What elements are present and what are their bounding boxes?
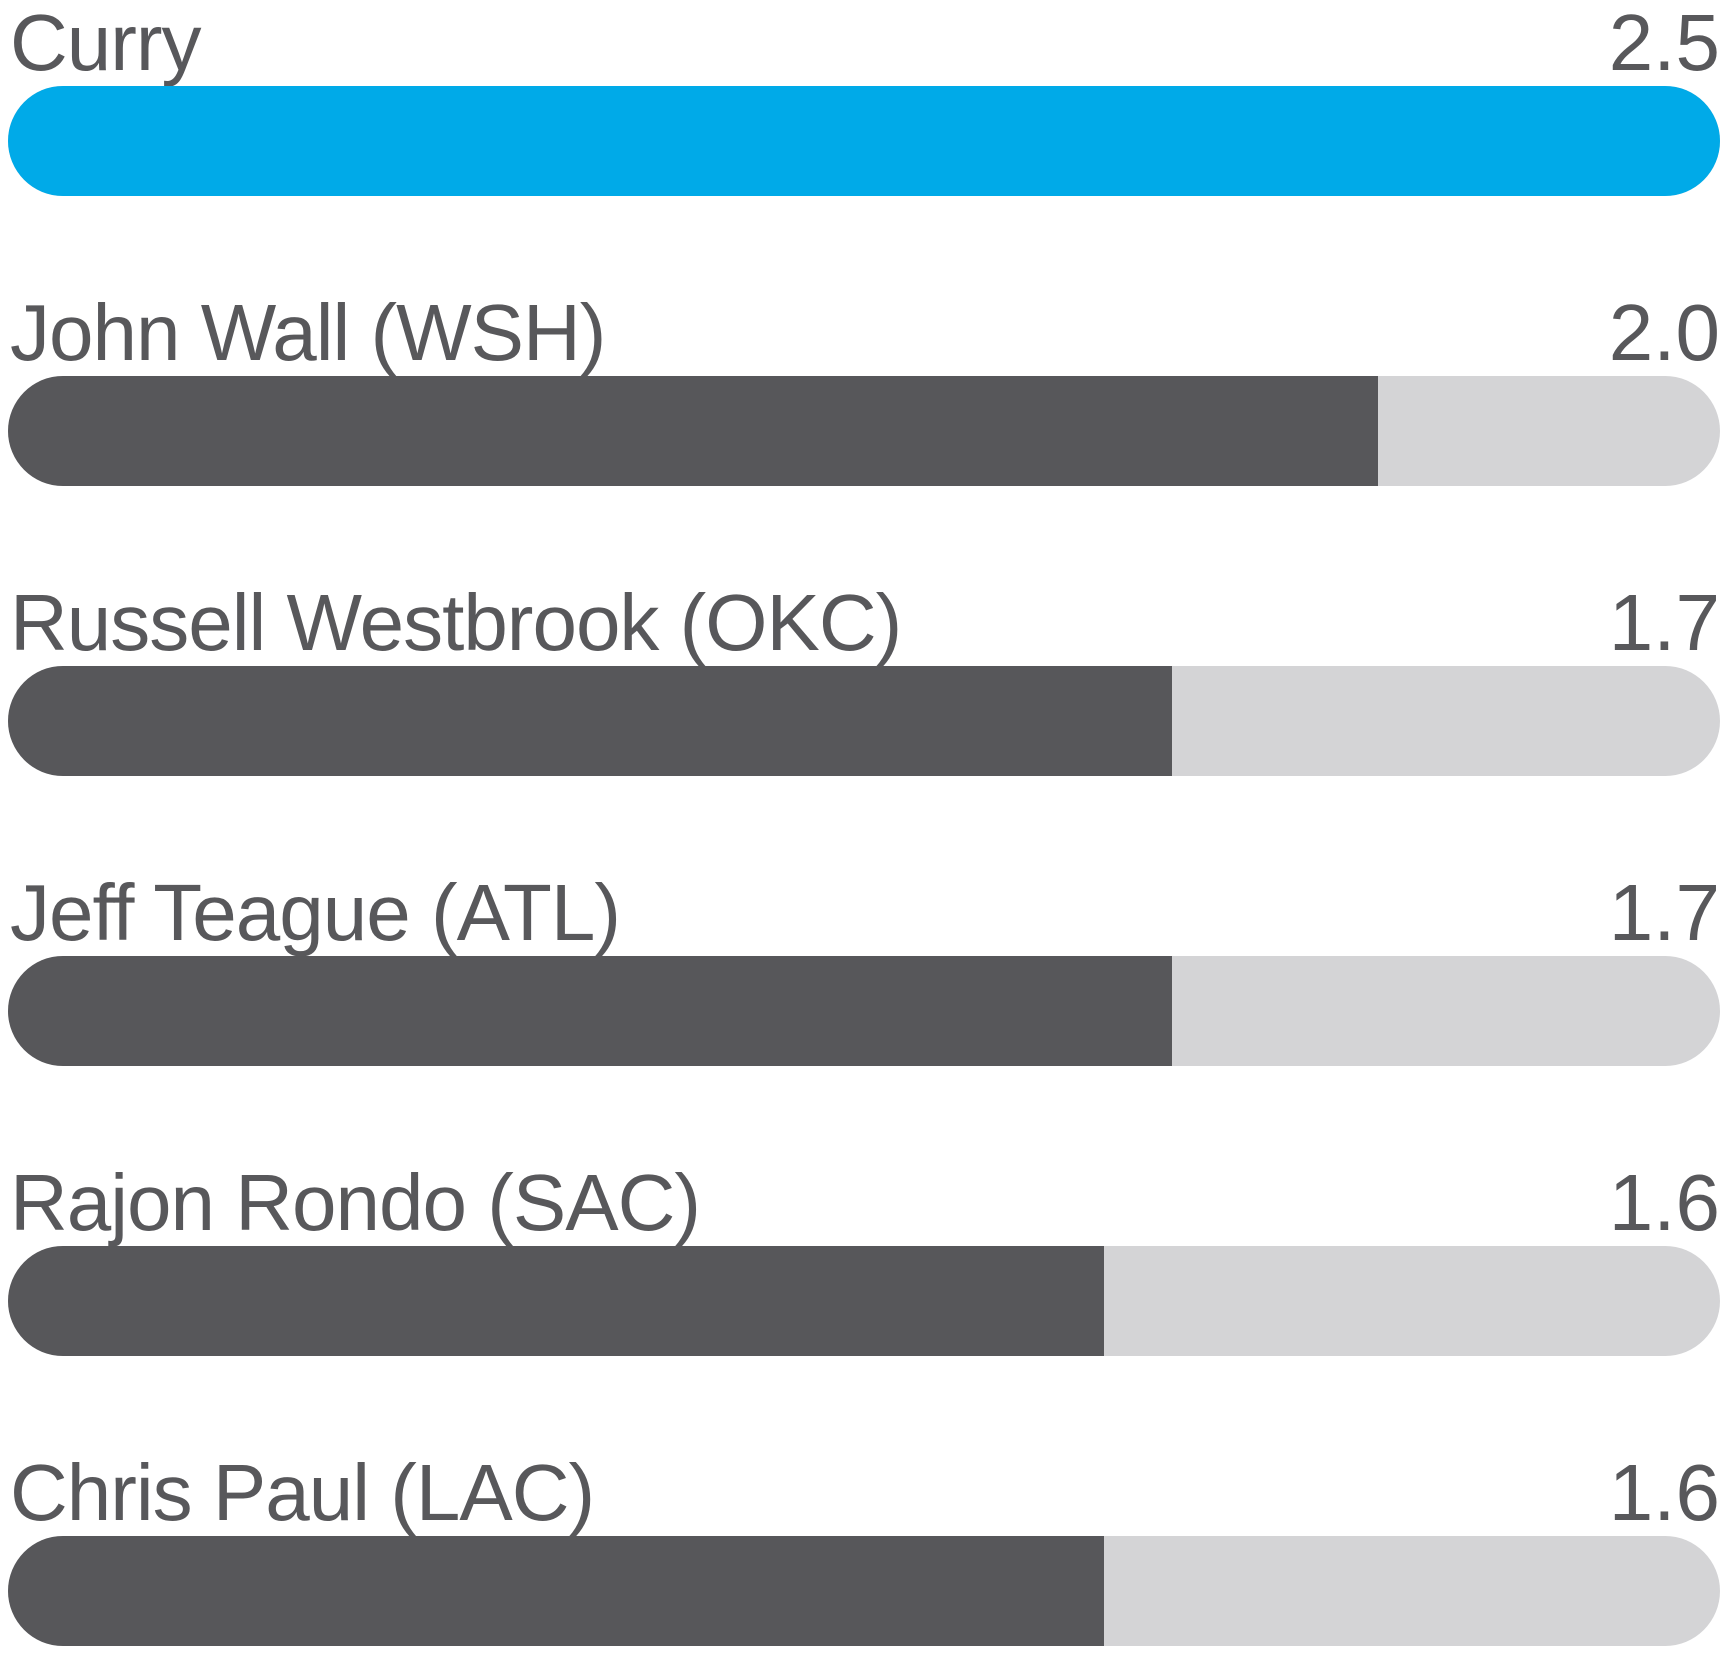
- bar-fill: [8, 956, 1173, 1066]
- bar-track: [8, 376, 1720, 486]
- bar-track: [8, 956, 1720, 1066]
- bar-fill: [8, 376, 1378, 486]
- value-label: 2.5: [1608, 0, 1720, 87]
- chart-row: Chris Paul (LAC) 1.6: [8, 1453, 1720, 1646]
- chart-row: John Wall (WSH) 2.0: [8, 293, 1720, 486]
- player-label: Rajon Rondo (SAC): [10, 1158, 701, 1247]
- row-header: Chris Paul (LAC) 1.6: [8, 1453, 1720, 1533]
- chart-row: Jeff Teague (ATL) 1.7: [8, 873, 1720, 1066]
- value-label: 1.7: [1608, 868, 1720, 957]
- player-label: Chris Paul (LAC): [10, 1448, 595, 1537]
- bar-fill: [8, 1246, 1104, 1356]
- row-header: Curry 2.5: [8, 3, 1720, 83]
- player-label: Jeff Teague (ATL): [10, 868, 621, 957]
- row-header: John Wall (WSH) 2.0: [8, 293, 1720, 373]
- bar-track: [8, 1536, 1720, 1646]
- row-header: Russell Westbrook (OKC) 1.7: [8, 583, 1720, 663]
- bar-fill: [8, 666, 1173, 776]
- value-label: 1.6: [1608, 1158, 1720, 1247]
- bar-track: [8, 86, 1720, 196]
- row-header: Jeff Teague (ATL) 1.7: [8, 873, 1720, 953]
- chart-row: Curry 2.5: [8, 3, 1720, 196]
- value-label: 1.7: [1608, 578, 1720, 667]
- bar-track: [8, 1246, 1720, 1356]
- bar-fill: [8, 86, 1720, 196]
- chart-row: Russell Westbrook (OKC) 1.7: [8, 583, 1720, 776]
- player-label: Curry: [10, 0, 202, 87]
- row-header: Rajon Rondo (SAC) 1.6: [8, 1163, 1720, 1243]
- player-label: Russell Westbrook (OKC): [10, 578, 902, 667]
- value-label: 1.6: [1608, 1448, 1720, 1537]
- bar-track: [8, 666, 1720, 776]
- player-label: John Wall (WSH): [10, 288, 606, 377]
- chart-row: Rajon Rondo (SAC) 1.6: [8, 1163, 1720, 1356]
- value-label: 2.0: [1608, 288, 1720, 377]
- bar-fill: [8, 1536, 1104, 1646]
